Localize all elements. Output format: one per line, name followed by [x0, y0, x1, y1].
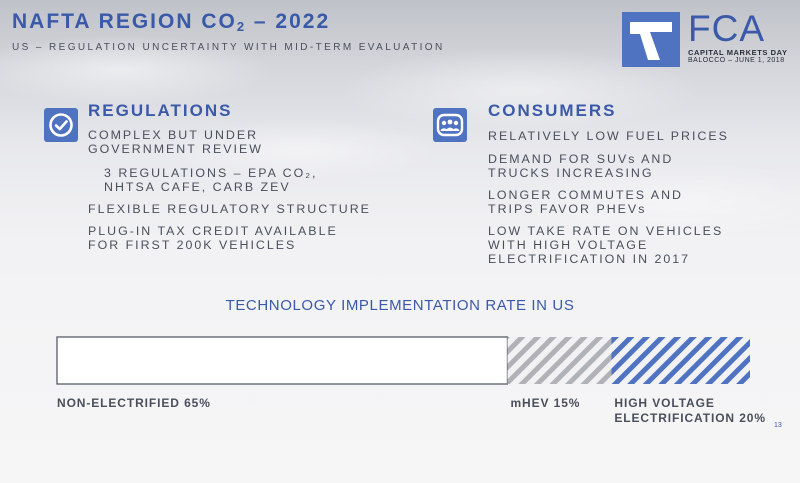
bar-segments [56, 336, 750, 385]
checkmark-icon [44, 108, 78, 142]
bar-segment-non-electrified [56, 336, 509, 385]
bar-label-non-electrified: NON-ELECTRIFIED 65% [57, 396, 211, 410]
list-item: RELATIVELY LOW FUEL PRICES [488, 129, 729, 143]
regulations-heading: REGULATIONS [88, 101, 233, 120]
list-item: PLUG-IN TAX CREDIT AVAILABLE FOR FIRST 2… [88, 224, 338, 252]
page-number: 13 [774, 422, 782, 429]
event-date: BALOCCO – JUNE 1, 2018 [688, 57, 785, 64]
regulations-list: COMPLEX BUT UNDER GOVERNMENT REVIEW 3 RE… [88, 128, 371, 258]
consumers-heading: CONSUMERS [488, 101, 617, 120]
bar-segment-high-voltage-electrification [611, 337, 750, 384]
fca-logo-word: FCA [688, 8, 765, 49]
list-item: 3 REGULATIONS – EPA CO₂, NHTSA CAFE, CAR… [104, 166, 318, 194]
fca-logo-mark [622, 12, 680, 67]
page-title: NAFTA REGION CO2 – 2022 [12, 10, 331, 34]
list-item: LOW TAKE RATE ON VEHICLES WITH HIGH VOLT… [488, 224, 724, 266]
list-item: FLEXIBLE REGULATORY STRUCTURE [88, 202, 371, 216]
bar-labels: NON-ELECTRIFIED 65% mHEV 15% HIGH VOLTAGE E… [57, 396, 766, 425]
chart-title: TECHNOLOGY IMPLEMENTATION RATE IN US [225, 297, 575, 314]
bar-segment-mhev [507, 337, 612, 384]
fca-logo: FCA CAPITAL MARKETS DAY BALOCCO – JUNE 1… [622, 8, 792, 68]
page-subtitle: US – REGULATION UNCERTAINTY WITH MID-TER… [12, 42, 445, 53]
event-name: CAPITAL MARKETS DAY [688, 48, 788, 57]
list-item: DEMAND FOR SUVs AND TRUCKS INCREASING [488, 152, 674, 180]
consumers-list: RELATIVELY LOW FUEL PRICES DEMAND FOR SU… [488, 129, 729, 272]
bar-label-high-voltage-electrification: HIGH VOLTAGE ELECTRIFICATION 20% [614, 396, 766, 425]
list-item: COMPLEX BUT UNDER GOVERNMENT REVIEW [88, 128, 263, 156]
people-group-icon [433, 108, 467, 142]
bar-label-mhev: mHEV 15% [510, 396, 580, 410]
list-item: LONGER COMMUTES AND TRIPS FAVOR PHEVs [488, 188, 683, 216]
